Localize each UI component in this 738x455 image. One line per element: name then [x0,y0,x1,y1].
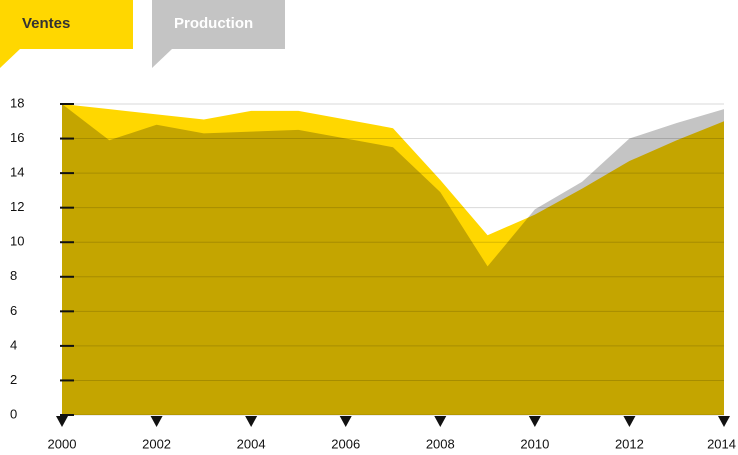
x-tick [150,416,163,427]
y-tick-label: 18 [10,95,24,110]
x-tick-label: 2010 [520,436,549,451]
x-tick [56,416,68,427]
y-tick-label: 4 [10,337,17,352]
y-tick-label: 6 [10,303,17,318]
x-tick [528,416,541,427]
x-tick [718,416,730,427]
legend-label[interactable]: Ventes [22,15,70,32]
x-tick-label: 2002 [142,436,171,451]
y-tick-label: 12 [10,199,24,214]
x-tick-label: 2000 [48,436,77,451]
x-tick-label: 2004 [237,436,266,451]
x-tick [623,416,636,427]
y-tick-label: 10 [10,234,24,249]
legend-label[interactable]: Production [174,15,253,32]
tab-ventes[interactable] [0,0,133,49]
x-tick-label: 2006 [331,436,360,451]
plot: 0 2 4 6 8 10 12 14 16 18 2000 2002 2004 2006 2008 2010 2… [10,95,736,451]
y-tick-label: 0 [10,406,17,421]
tab-production[interactable] [152,0,285,49]
y-tick-label: 16 [10,130,24,145]
x-tick [434,416,447,427]
x-tick-label: 2008 [426,436,455,451]
x-tick [339,416,352,427]
x-tick-label: 2012 [615,436,644,451]
y-tick-label: 8 [10,268,17,283]
tab-fold [0,49,20,68]
area [62,104,724,415]
x-tick-label: 2014 [707,436,736,451]
tab-fold [152,49,172,68]
x-tick [245,416,258,427]
y-tick-label: 2 [10,372,17,387]
y-tick-label: 14 [10,165,24,180]
